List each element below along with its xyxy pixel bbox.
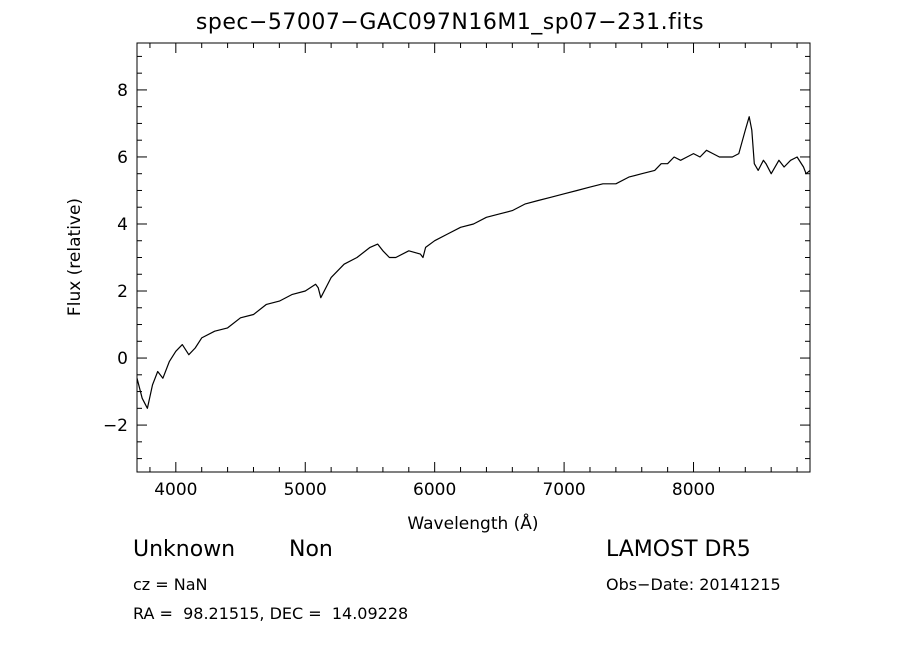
y-tick-label: 8 [117,81,128,101]
x-axis-label: Wavelength (Å) [407,512,538,534]
y-tick-label: 6 [117,148,128,168]
x-tick-labels: 4000 5000 6000 7000 8000 [154,480,715,500]
y-tick-label: 2 [117,282,128,302]
chart-title: spec−57007−GAC097N16M1_sp07−231.fits [195,10,705,35]
observation-date: Obs−Date: 20141215 [606,575,781,594]
redshift-cz: cz = NaN [133,575,208,594]
y-tick-label: 0 [117,349,128,369]
x-tick-label: 7000 [542,480,585,500]
y-tick-labels: −2 0 2 4 6 8 [103,81,128,436]
plot-frame [136,42,811,473]
survey-name: LAMOST DR5 [606,537,751,562]
x-tick-label: 4000 [154,480,197,500]
object-class: Non [289,537,333,562]
ra-dec-coordinates: RA = 98.21515, DEC = 14.09228 [133,604,409,623]
spectrum-series [136,116,811,409]
y-tick-label: −2 [103,416,128,436]
y-axis-label: Flux (relative) [65,198,85,316]
x-tick-label: 6000 [413,480,456,500]
spectrum-line [136,116,811,409]
axis-ticks [137,43,810,472]
x-tick-label: 5000 [284,480,327,500]
y-tick-label: 4 [117,215,128,235]
object-name: Unknown [133,537,236,562]
x-tick-label: 8000 [672,480,715,500]
